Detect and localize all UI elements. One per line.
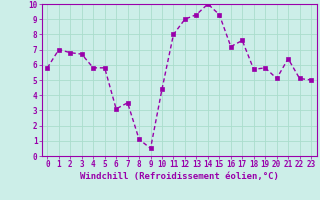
X-axis label: Windchill (Refroidissement éolien,°C): Windchill (Refroidissement éolien,°C) xyxy=(80,172,279,181)
